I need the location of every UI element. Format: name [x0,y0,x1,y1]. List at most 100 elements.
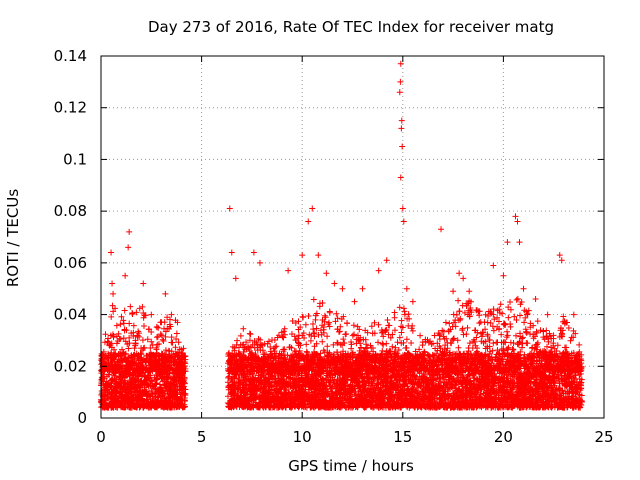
roti-point [147,383,154,390]
roti-point [120,335,127,342]
roti-point [135,355,142,362]
roti-point [139,303,146,310]
roti-point [164,397,171,404]
roti-point [139,346,146,353]
roti-point [162,333,169,340]
roti-point [182,360,189,367]
roti-point [110,398,117,405]
roti-point [161,399,168,406]
roti-point [165,380,172,387]
roti-point [130,375,137,382]
roti-point [157,319,164,326]
roti-point [182,386,189,393]
roti-point [181,374,188,381]
roti-point [118,373,125,380]
roti-point [127,303,134,310]
roti-point [131,377,138,384]
roti-point [154,358,161,365]
roti-point [114,399,121,406]
roti-point [179,404,186,411]
roti-point [108,404,115,411]
roti-point [155,324,162,331]
roti-point [129,354,136,361]
roti-point [153,323,160,330]
roti-point [159,353,166,360]
roti-point [164,390,171,397]
roti-point [143,391,150,398]
roti-point [152,366,159,373]
roti-point [103,384,110,391]
roti-point [153,334,160,341]
roti-point [100,371,107,378]
roti-point [154,372,161,379]
roti-point [107,365,114,372]
roti-point [119,346,126,353]
roti-point [155,394,162,401]
roti-point [125,345,132,352]
roti-point [167,375,174,382]
roti-point [151,404,158,411]
roti-point [146,356,153,363]
roti-point [102,402,109,409]
roti-point [149,391,156,398]
roti-point [109,389,116,396]
roti-point [98,368,105,375]
roti-point [105,380,112,387]
roti-point [140,402,147,409]
roti-point [102,331,109,338]
roti-point [181,368,188,375]
roti-point [131,345,138,352]
roti-point [161,360,168,367]
roti-point [168,384,175,391]
roti-point [135,381,142,388]
roti-point [139,359,146,366]
roti-point [118,313,125,320]
roti-point [101,339,108,346]
roti-point [171,393,178,400]
roti-point [119,393,126,400]
roti-point [173,403,180,410]
roti-point [158,332,165,339]
roti-point [172,385,179,392]
roti-point [113,322,120,329]
roti-point [110,308,117,315]
roti-point [166,387,173,394]
roti-point [179,353,186,360]
roti-point [115,351,122,358]
roti-point [101,375,108,382]
roti-point [157,331,164,338]
roti-point [118,379,125,386]
roti-point [167,316,174,323]
roti-point [162,363,169,370]
roti-point [169,399,176,406]
roti-point [168,365,175,372]
roti-point [145,326,152,333]
roti-point [158,368,165,375]
roti-point [177,365,184,372]
roti-point [171,353,178,360]
roti-point [133,404,140,411]
roti-point [144,336,151,343]
roti-point [155,365,162,372]
roti-point [173,330,180,337]
roti-point [145,367,152,374]
roti-point [126,334,133,341]
roti-point [119,357,126,364]
roti-point [127,359,134,366]
roti-point [113,340,120,347]
roti-point [120,317,127,324]
roti-point [126,320,133,327]
roti-point [124,386,131,393]
roti-point [143,376,150,383]
roti-point [173,373,180,380]
roti-point [154,333,161,340]
roti-point [167,354,174,361]
roti-point [114,366,121,373]
roti-point [129,393,136,400]
roti-point [113,333,120,340]
roti-point [159,378,166,385]
roti-point [139,396,146,403]
roti-point [135,363,142,370]
roti-point [168,339,175,346]
roti-point [172,344,179,351]
